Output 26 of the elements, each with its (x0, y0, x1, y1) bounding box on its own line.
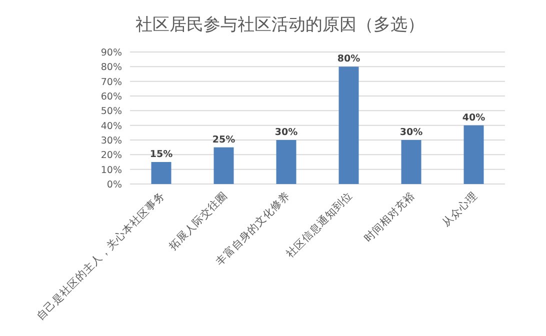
data-label: 30% (274, 127, 298, 138)
y-tick-label: 60% (100, 92, 122, 102)
data-label: 40% (462, 112, 486, 124)
bar (276, 140, 296, 184)
y-tick-label: 40% (100, 120, 122, 132)
data-label: 25% (212, 134, 236, 146)
data-label: 30% (400, 127, 424, 138)
y-tick-label: 90% (100, 48, 122, 58)
x-tick-label: 自己是社区的主人，关心本社区事务 (34, 188, 168, 323)
bar (338, 66, 359, 184)
y-tick-label: 20% (100, 150, 122, 162)
x-tick-label: 从众心理 (440, 188, 480, 230)
x-tick-label: 时间相对充裕 (362, 188, 418, 245)
bar (151, 162, 172, 184)
bar (464, 125, 484, 184)
y-tick-label: 10% (100, 164, 122, 176)
chart-title: 社区居民参与社区活动的原因（多选） (136, 15, 424, 35)
data-label: 80% (337, 54, 361, 65)
y-tick-label: 30% (100, 136, 122, 146)
bar (214, 147, 234, 184)
y-tick-label: 80% (100, 62, 122, 74)
data-label: 15% (150, 149, 174, 160)
bar (401, 140, 422, 184)
y-tick-label: 50% (100, 106, 122, 118)
y-tick-label: 0% (106, 180, 122, 190)
y-tick-label: 70% (100, 76, 122, 88)
